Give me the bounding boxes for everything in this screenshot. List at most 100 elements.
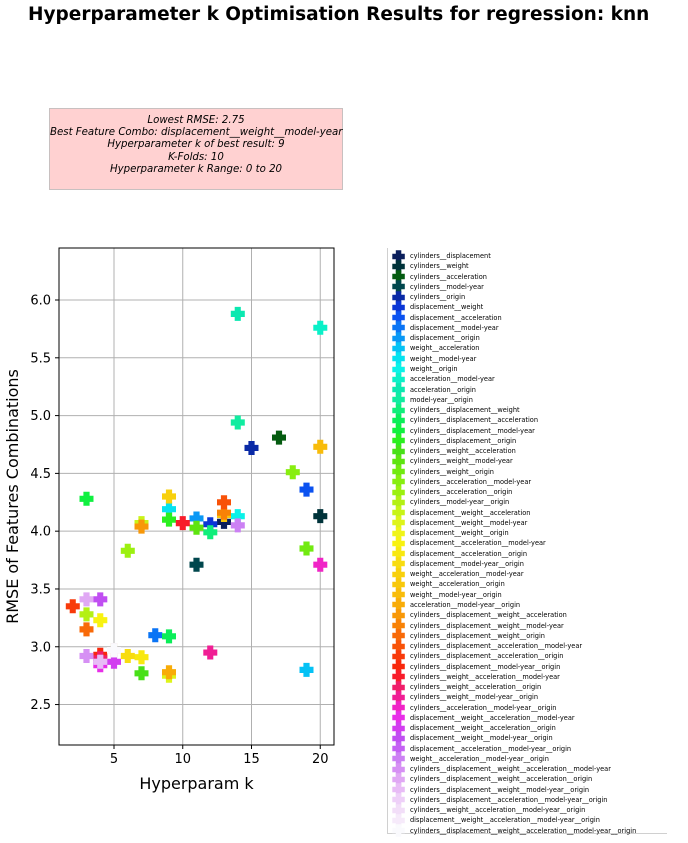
data-point-cylinders__displacement__weight__acceleration xyxy=(134,519,149,534)
chart-title: Hyperparameter k Optimisation Results fo… xyxy=(28,4,650,25)
data-point-cylinders__displacement__model-year xyxy=(79,491,94,506)
legend-item: cylinders__displacement__origin xyxy=(392,434,516,448)
data-point-cylinders__weight xyxy=(313,509,328,524)
legend-label: acceleration__model-year xyxy=(410,375,495,384)
x-axis-label: Hyperparam k xyxy=(139,774,254,793)
legend-label: cylinders__displacement__acceleration__m… xyxy=(410,795,608,804)
y-tick-label: 4.0 xyxy=(30,525,51,540)
legend-item: cylinders__weight__acceleration xyxy=(392,444,516,458)
legend-marker-icon xyxy=(392,547,405,560)
legend-item: weight__acceleration__origin xyxy=(392,578,505,591)
legend-label: cylinders__acceleration__model-year__ori… xyxy=(410,703,557,712)
legend-item: cylinders__displacement__weight__origin xyxy=(392,629,545,643)
y-tick-label: 3.0 xyxy=(30,640,51,655)
legend-label: weight__origin xyxy=(410,365,458,373)
legend-label: cylinders__acceleration xyxy=(410,272,487,281)
legend-marker-icon xyxy=(392,249,405,263)
legend-label: cylinders__displacement xyxy=(410,252,491,261)
legend-label: weight__model-year__origin xyxy=(410,590,502,599)
legend-label: displacement__weight__acceleration__orig… xyxy=(410,724,556,733)
y-tick-label: 2.5 xyxy=(30,698,51,713)
data-point-weight__acceleration__model-year xyxy=(162,489,176,504)
data-point-acceleration__origin xyxy=(230,306,245,321)
legend-item: displacement__model-year xyxy=(392,321,499,335)
legend-label: displacement__origin xyxy=(410,334,480,343)
legend-label: acceleration__origin xyxy=(410,385,476,394)
legend-item: displacement__weight__acceleration__orig… xyxy=(392,721,556,735)
legend-marker-icon xyxy=(392,260,405,273)
legend-item: cylinders__displacement__weight__acceler… xyxy=(392,609,567,622)
legend-marker-icon xyxy=(392,783,405,796)
legend-label: cylinders__displacement__weight__model-y… xyxy=(410,785,590,794)
data-point-displacement__weight__model-year__origin xyxy=(93,592,108,607)
legend-label: cylinders__weight__acceleration__model-y… xyxy=(410,672,560,681)
legend-label: cylinders__displacement__model-year__ori… xyxy=(410,662,561,671)
legend-marker-icon xyxy=(392,609,405,622)
legend-marker-icon xyxy=(392,301,405,314)
data-point-displacement__acceleration xyxy=(299,482,314,497)
legend-item: weight__origin xyxy=(392,362,458,376)
data-point-cylinders__displacement__acceleration__origin xyxy=(65,599,80,614)
legend-label: cylinders__weight xyxy=(410,262,469,271)
legend-item: displacement__acceleration__model-year xyxy=(392,537,546,550)
data-point-weight__model-year xyxy=(162,502,176,517)
legend-marker-icon xyxy=(392,444,405,458)
legend-marker-icon xyxy=(392,732,405,745)
y-tick-label: 3.5 xyxy=(30,582,51,597)
results-info-box: Lowest RMSE: 2.75 Best Feature Combo: dis… xyxy=(49,108,343,190)
info-line: Lowest RMSE: 2.75 xyxy=(147,115,245,126)
legend-marker-icon xyxy=(392,578,405,591)
legend-marker-icon xyxy=(392,680,405,694)
legend-label: displacement__acceleration xyxy=(410,313,502,322)
legend-label: cylinders__displacement__weight__acceler… xyxy=(410,826,637,835)
legend-marker-icon xyxy=(392,711,405,725)
legend-marker-icon xyxy=(392,814,405,827)
legend-marker-icon xyxy=(392,793,405,807)
legend-marker-icon xyxy=(392,568,405,581)
data-point-cylinders__weight__acceleration__model-year xyxy=(175,516,190,531)
data-point-cylinders__acceleration__origin xyxy=(120,543,135,558)
legend-label: displacement__model-year xyxy=(410,323,499,332)
y-tick-label: 5.0 xyxy=(30,409,51,424)
data-point-cylinders__displacement__weight xyxy=(203,525,218,540)
legend-item: cylinders__displacement__weight__acceler… xyxy=(392,824,637,838)
legend-item: cylinders__origin xyxy=(392,290,465,304)
legend-item: cylinders__displacement__weight xyxy=(392,403,520,417)
point-layer xyxy=(65,306,328,683)
data-point-cylinders__model-year xyxy=(189,557,204,572)
data-point-cylinders__displacement__weight__model-year__origin xyxy=(93,654,108,669)
legend-label: displacement__weight__acceleration xyxy=(410,508,531,517)
legend-label: displacement__weight__acceleration__mode… xyxy=(410,816,600,825)
x-tick-label: 15 xyxy=(243,752,260,767)
legend-item: cylinders__displacement__weight__model-y… xyxy=(392,783,590,796)
legend-marker-icon xyxy=(392,332,405,345)
legend-item: displacement__acceleration__origin xyxy=(392,547,527,560)
legend-marker-icon xyxy=(392,639,405,653)
info-line: Hyperparameter k Range: 0 to 20 xyxy=(109,163,283,175)
legend-marker-icon xyxy=(392,455,405,468)
info-line: Best Feature Combo: displacement__weight… xyxy=(50,127,343,139)
y-tick-label: 6.0 xyxy=(30,294,51,309)
data-point-cylinders__displacement__acceleration xyxy=(162,629,176,644)
legend-label: cylinders__displacement__acceleration xyxy=(410,416,539,425)
legend-label: cylinders__displacement__weight__model-y… xyxy=(410,621,564,630)
legend-marker-icon xyxy=(392,660,405,673)
legend: cylinders__displacement cylinders__weight… xyxy=(387,248,667,838)
legend-item: cylinders__displacement__acceleration xyxy=(392,414,539,427)
legend-label: displacement__weight__model-year__origin xyxy=(410,734,553,743)
data-point-cylinders__origin xyxy=(244,441,259,455)
legend-label: cylinders__displacement__acceleration__o… xyxy=(410,652,564,661)
legend-item: weight__acceleration xyxy=(392,342,479,355)
data-point-cylinders__displacement__weight__acceleration__model-year xyxy=(79,649,94,663)
legend-marker-icon xyxy=(392,383,405,396)
legend-marker-icon xyxy=(392,403,405,417)
data-point-acceleration__model-year__origin xyxy=(162,665,176,680)
legend-marker-icon xyxy=(392,598,405,612)
data-point-cylinders__acceleration__model-year__origin xyxy=(313,557,328,572)
data-point-model-year__origin xyxy=(230,415,245,430)
legend-item: weight__model-year xyxy=(392,352,476,366)
legend-marker-icon xyxy=(392,321,405,335)
legend-marker-icon xyxy=(392,414,405,427)
legend-item: displacement__weight__model-year__origin xyxy=(392,732,553,745)
legend-marker-icon xyxy=(392,475,405,489)
